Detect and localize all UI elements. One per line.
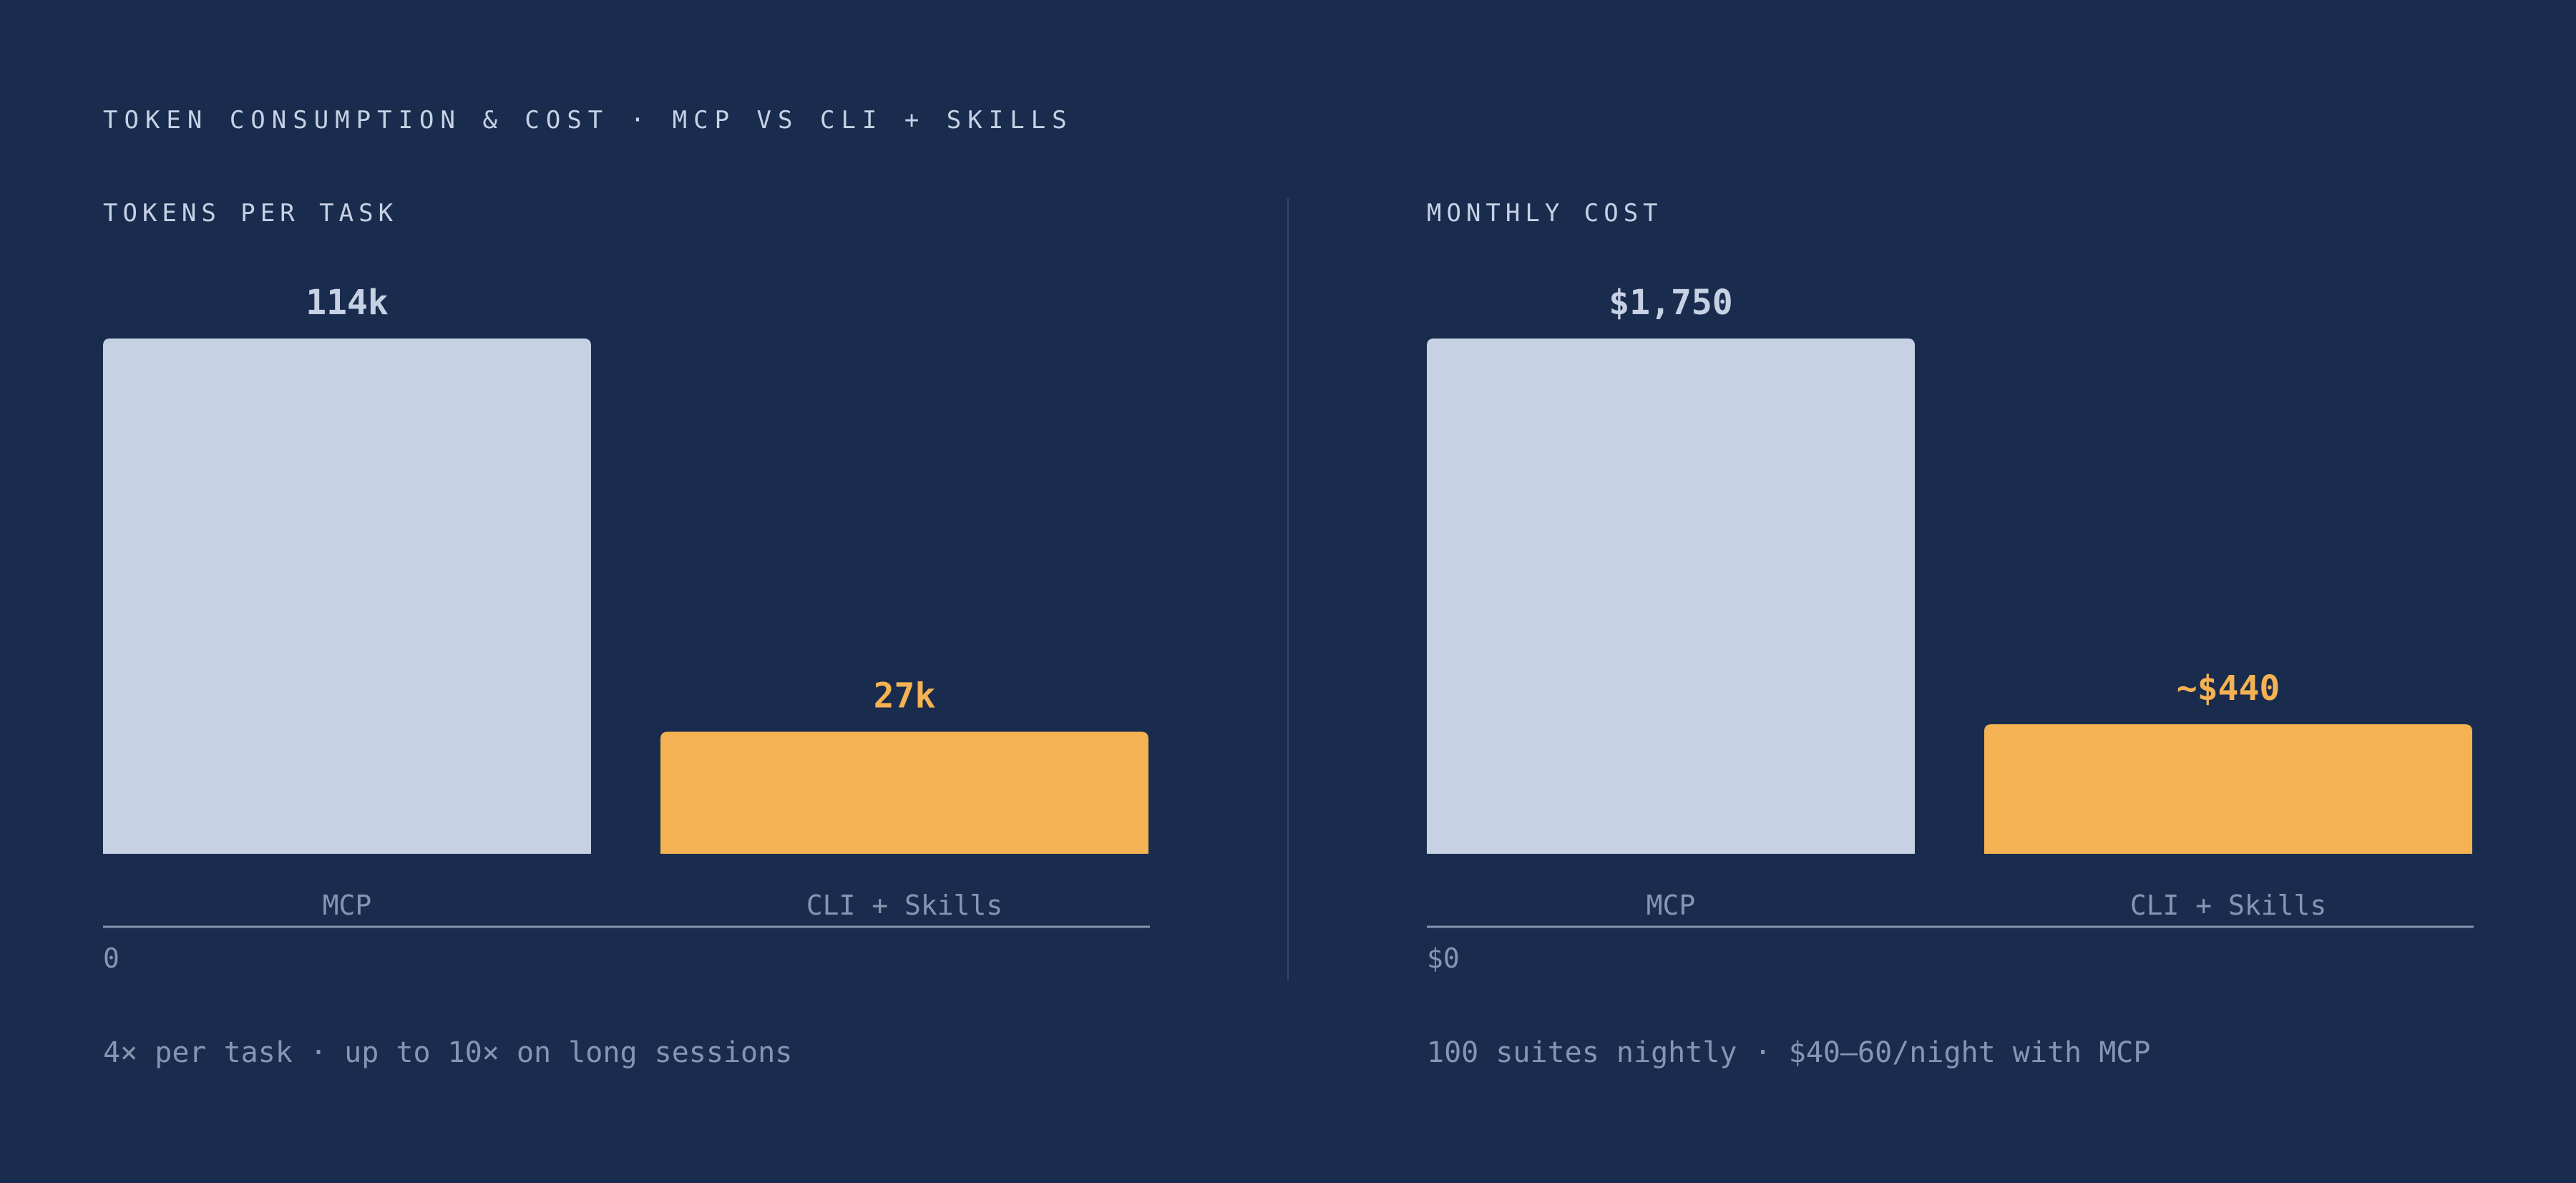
tokens-panel-title: TOKENS PER TASK: [103, 199, 399, 228]
cost-value-label-mcp: $1,750: [1609, 283, 1732, 323]
cost-panel: MONTHLY COST $1,750 MCP ~$440 CLI + Skills $…: [1427, 199, 2474, 1058]
tokens-value-label-cli-skills: 27k: [874, 676, 936, 716]
panel-divider: [1287, 198, 1289, 980]
tokens-value-label-mcp: 114k: [306, 283, 389, 323]
cost-bar-mcp: [1427, 339, 1915, 854]
tokens-bar-chart: 114k MCP 27k CLI + Skills 0: [103, 283, 1150, 974]
cost-bar-chart: $1,750 MCP ~$440 CLI + Skills $0: [1427, 283, 2474, 974]
cost-category-label-cli-skills: CLI + Skills: [2130, 890, 2327, 921]
tokens-panel: TOKENS PER TASK 114k MCP 27k CLI + Skills 0: [103, 199, 1150, 1058]
tokens-category-label-mcp: MCP: [323, 890, 372, 921]
tokens-baseline-tick-label: 0: [103, 943, 119, 974]
cost-footnote: 100 suites nightly · $40–60/night with M…: [1427, 1036, 2151, 1069]
tokens-category-label-cli-skills: CLI + Skills: [806, 890, 1003, 921]
tokens-bar-cli-skills: [660, 731, 1148, 854]
chart-title: TOKEN CONSUMPTION & COST · MCP VS CLI + …: [103, 106, 1073, 135]
tokens-footnote: 4× per task · up to 10× on long sessions: [103, 1036, 793, 1069]
cost-bar-cli-skills: [1984, 724, 2472, 854]
cost-panel-title: MONTHLY COST: [1427, 199, 1663, 228]
cost-baseline-tick-label: $0: [1427, 943, 1460, 974]
cost-category-label-mcp: MCP: [1646, 890, 1696, 921]
cost-value-label-cli-skills: ~$440: [2177, 668, 2280, 709]
tokens-bar-mcp: [103, 339, 591, 854]
